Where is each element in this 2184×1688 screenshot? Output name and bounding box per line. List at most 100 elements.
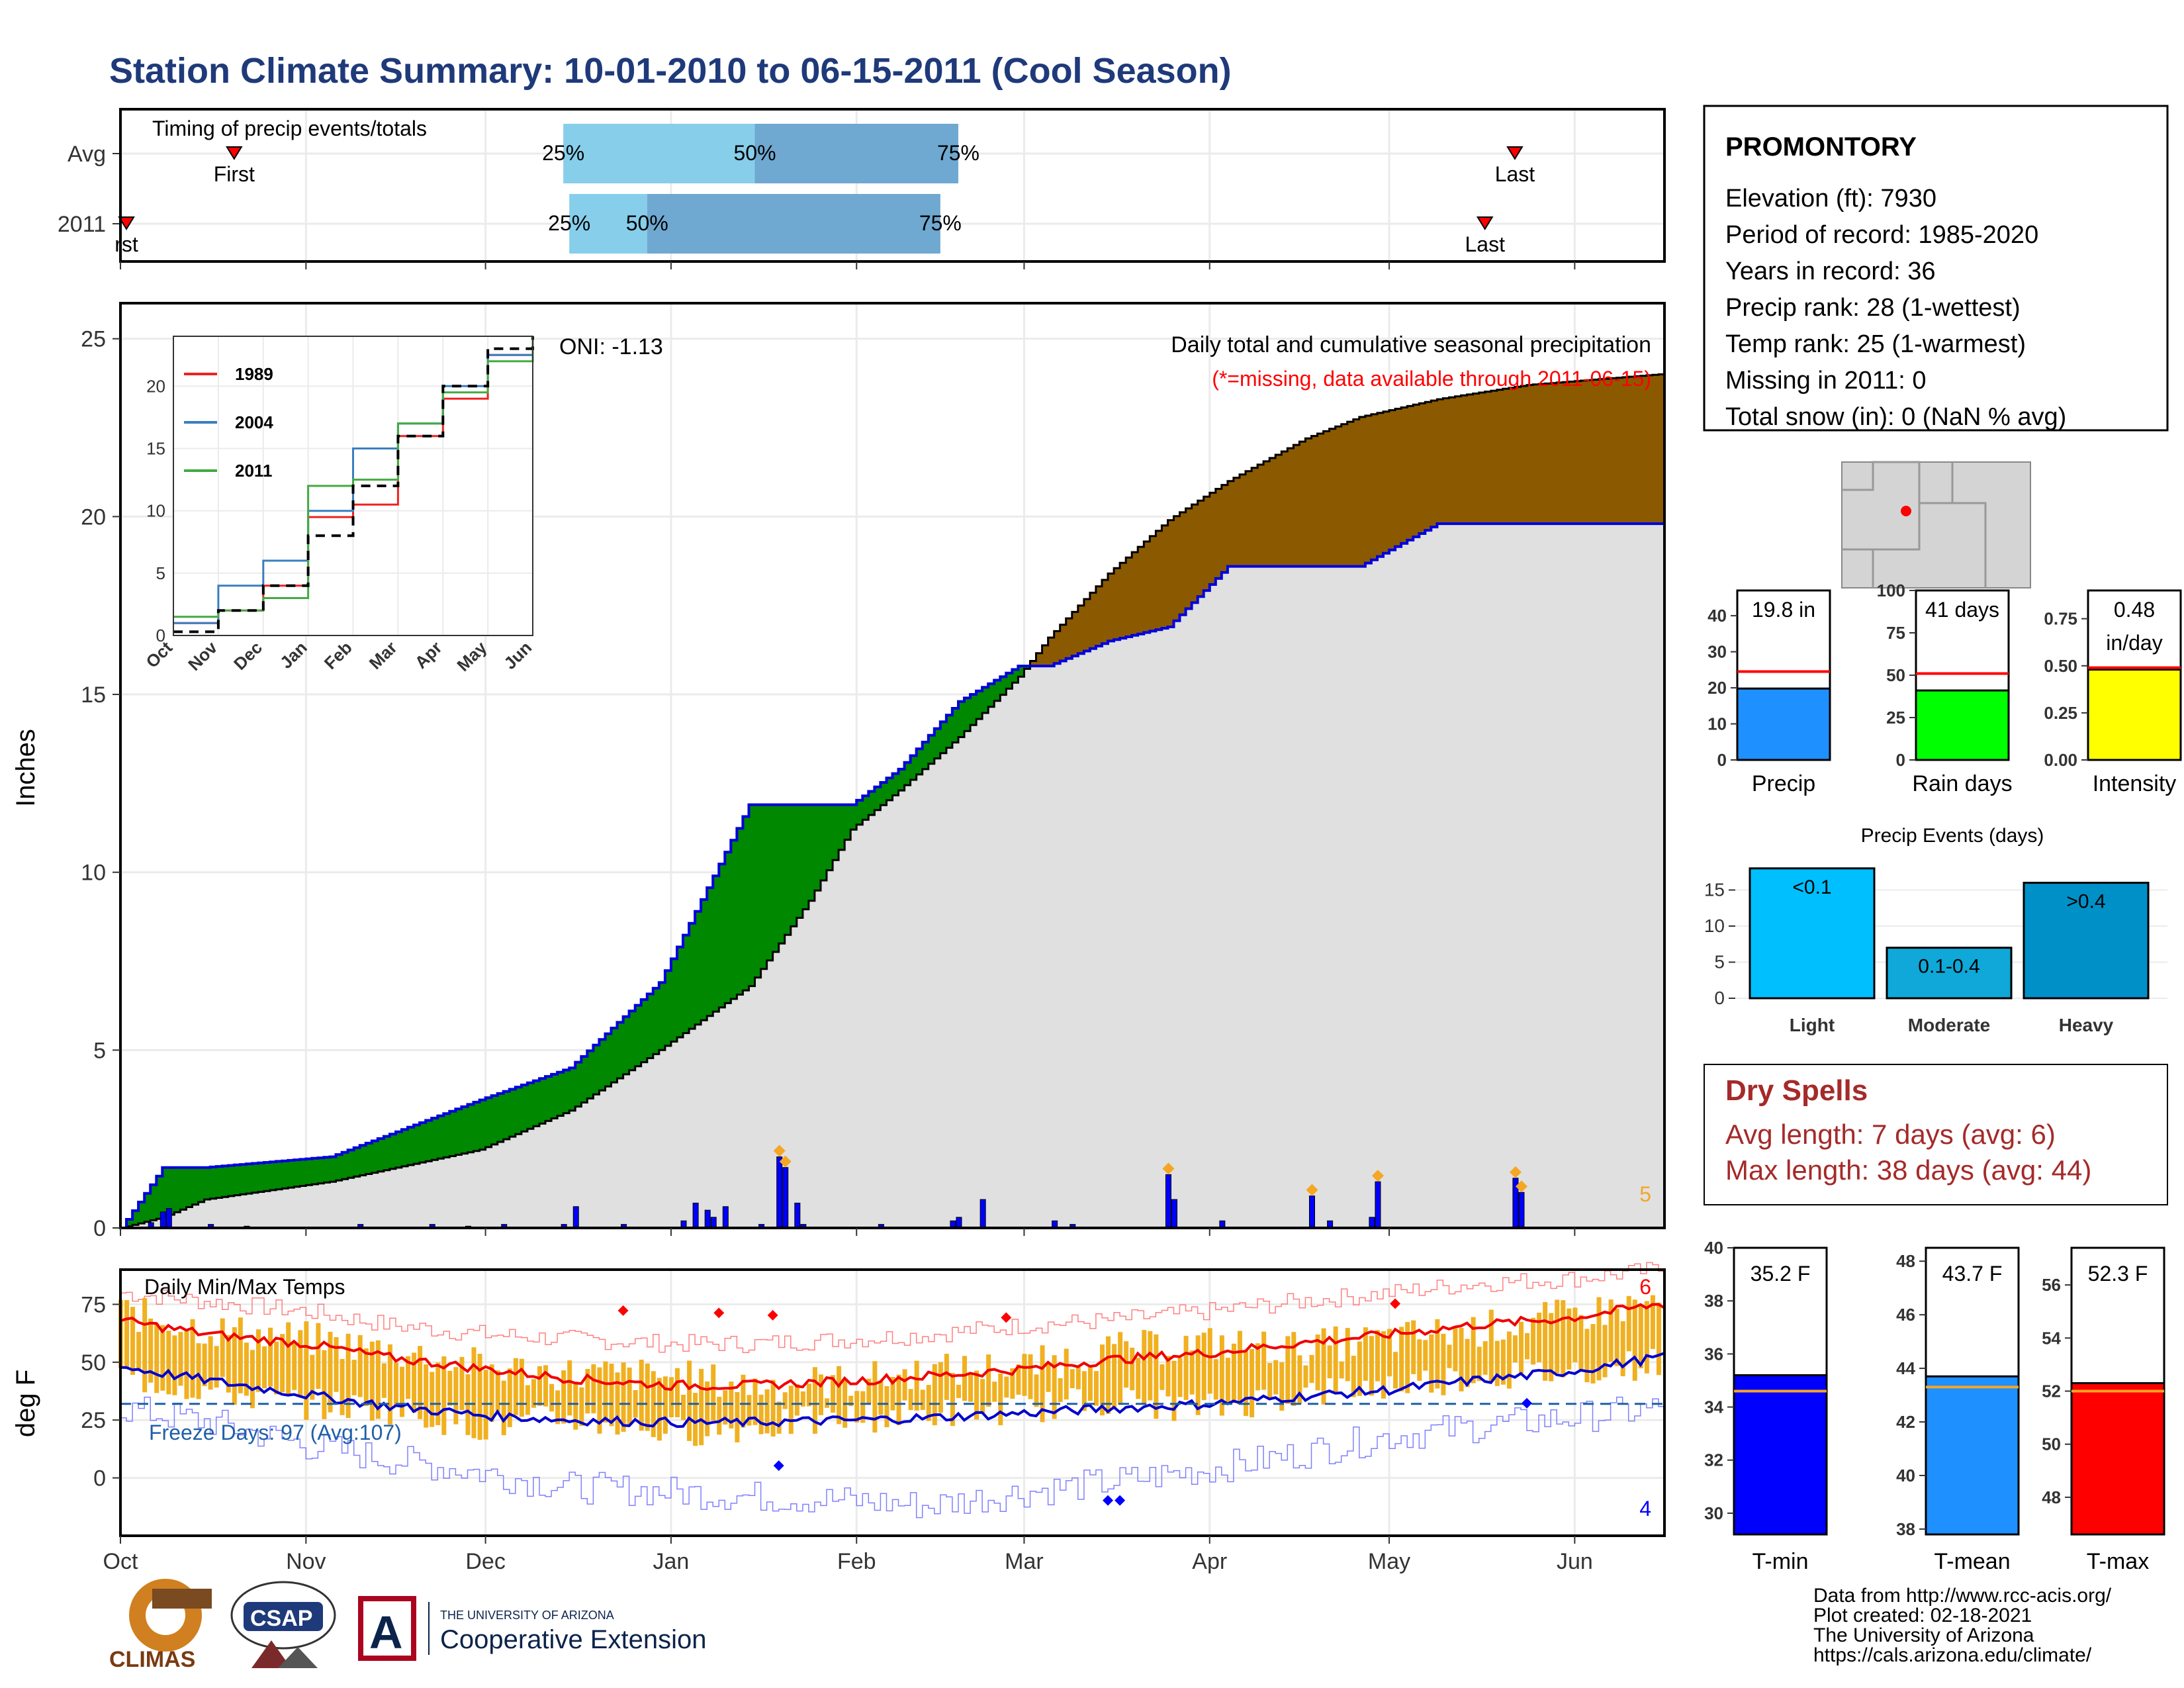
year-cumulative-line xyxy=(120,522,1664,1229)
daily-temp-range-bar xyxy=(693,1393,698,1446)
daily-temp-range-bar xyxy=(1142,1330,1147,1405)
precip-event-bar-label: 0.1-0.4 xyxy=(1918,956,1979,978)
mini-bar-tick-label: 75 xyxy=(1886,623,1905,643)
temp-bar-name: T-max xyxy=(2087,1549,2149,1574)
month-tick-label: Feb xyxy=(837,1549,876,1574)
daily-temp-range-bar xyxy=(860,1391,866,1423)
inset-y-tick-label: 5 xyxy=(156,563,165,583)
daily-temp-range-bar xyxy=(489,1364,494,1422)
temp-y-axis-label: deg F xyxy=(11,1370,40,1437)
daily-temp-range-bar xyxy=(1555,1299,1560,1374)
temp-bar-tick-label: 50 xyxy=(2042,1434,2061,1454)
daily-temp-range-bar xyxy=(723,1390,728,1425)
heavy-precip-marker xyxy=(1515,1180,1527,1193)
footer-line: Plot created: 02-18-2021 xyxy=(1813,1605,2032,1626)
daily-temp-range-bar xyxy=(1447,1344,1452,1368)
inset-y-tick-label: 15 xyxy=(146,439,165,459)
mini-bar-unit-label: in/day xyxy=(2106,631,2162,655)
temp-bar-tick-label: 52 xyxy=(2042,1382,2061,1401)
daily-precip-bar xyxy=(956,1217,962,1229)
daily-temp-range-bar xyxy=(597,1367,602,1434)
daily-precip-bar xyxy=(722,1206,729,1229)
precip-event-bar xyxy=(1886,947,2013,1000)
daily-temp-range-bar xyxy=(1225,1358,1230,1403)
daily-temp-range-bar xyxy=(208,1336,213,1390)
timing-last-marker xyxy=(1506,146,1524,160)
temp-bar-tick-label: 48 xyxy=(2042,1487,2061,1507)
daily-temp-range-bar xyxy=(136,1332,142,1370)
daily-temp-range-bar xyxy=(424,1364,429,1428)
oni-label: ONI: -1.13 xyxy=(559,334,663,359)
station-info-line: Temp rank: 25 (1-warmest) xyxy=(1725,330,2026,358)
daily-temp-range-bar xyxy=(255,1329,261,1392)
daily-temp-range-bar xyxy=(1081,1371,1087,1411)
daily-precip-bar xyxy=(710,1217,717,1229)
daily-temp-range-bar xyxy=(154,1323,159,1393)
daily-temp-range-bar xyxy=(447,1370,453,1406)
daily-temp-range-bar xyxy=(573,1382,578,1430)
daily-temp-range-bar xyxy=(1650,1295,1655,1349)
daily-temp-range-bar xyxy=(471,1347,477,1438)
precip-annotation-1: Daily total and cumulative seasonal prec… xyxy=(1171,332,1651,357)
daily-temp-range-bar xyxy=(340,1358,345,1415)
daily-temp-range-bar xyxy=(992,1382,997,1402)
daily-temp-range-bar xyxy=(1309,1354,1314,1383)
record-low-marker xyxy=(1522,1397,1533,1409)
station-info-line: Elevation (ft): 7930 xyxy=(1725,185,1936,212)
daily-temp-range-bar xyxy=(1525,1333,1530,1360)
daily-temp-range-bar xyxy=(477,1354,482,1440)
daily-temp-range-bar xyxy=(968,1374,974,1402)
daily-temp-range-bar xyxy=(238,1317,243,1393)
mini-bar-tick-label: 20 xyxy=(1707,678,1727,698)
inset-legend-label: 1989 xyxy=(235,364,273,384)
daily-temp-range-bar xyxy=(1500,1339,1506,1385)
timing-p25-label: 25% xyxy=(548,211,590,235)
daily-temp-range-bar xyxy=(1608,1299,1614,1362)
daily-temp-range-bar xyxy=(938,1362,943,1413)
daily-temp-range-bar xyxy=(1363,1327,1368,1381)
daily-temp-range-bar xyxy=(202,1343,207,1386)
mini-bar-value xyxy=(1736,687,1831,761)
station-location-marker xyxy=(1901,506,1911,516)
dry-spells-avg: Avg length: 7 days (avg: 6) xyxy=(1725,1119,2056,1150)
daily-temp-range-bar xyxy=(674,1368,680,1418)
daily-temp-range-bar xyxy=(525,1385,530,1415)
daily-temp-range-bar xyxy=(944,1354,949,1400)
daily-temp-range-bar xyxy=(1273,1360,1279,1395)
daily-temp-range-bar xyxy=(531,1379,536,1408)
temp-bar-name: T-mean xyxy=(1934,1549,2010,1574)
precip-event-category: Light xyxy=(1790,1015,1835,1035)
daily-temp-range-bar xyxy=(1656,1302,1661,1376)
precip-event-bar-label: >0.4 xyxy=(2066,891,2105,913)
daily-temp-range-bar xyxy=(711,1364,716,1421)
daily-temp-range-bar xyxy=(495,1370,500,1413)
temp-avg-max-line xyxy=(120,1303,1666,1391)
temp-avg-min-line xyxy=(120,1352,1665,1429)
events-tick-label: 0 xyxy=(1714,988,1725,1008)
daily-temp-range-bar xyxy=(1052,1355,1057,1419)
ua-logo-small: THE UNIVERSITY OF ARIZONA xyxy=(440,1609,614,1622)
daily-temp-range-bar xyxy=(1357,1341,1362,1396)
daily-temp-range-bar xyxy=(633,1389,638,1418)
daily-temp-range-bar xyxy=(1351,1356,1356,1397)
daily-temp-range-bar xyxy=(764,1389,770,1434)
daily-temp-range-bar xyxy=(1118,1332,1123,1405)
ua-a-icon: A xyxy=(369,1607,403,1658)
daily-temp-range-bar xyxy=(561,1370,567,1424)
temp-plot-border xyxy=(119,1268,1666,1537)
record-low-marker xyxy=(773,1460,784,1472)
precip-event-bar xyxy=(2023,882,2150,1000)
daily-temp-range-bar xyxy=(1567,1308,1572,1370)
footer-line: The University of Arizona xyxy=(1813,1624,2034,1646)
daily-temp-range-bar xyxy=(459,1356,465,1411)
daily-temp-range-bar xyxy=(369,1341,375,1421)
daily-temp-range-bar xyxy=(1297,1355,1302,1404)
mini-bar-value-label: 19.8 in xyxy=(1752,598,1815,622)
temp-bar-tick-label: 54 xyxy=(2042,1328,2061,1348)
mini-bar-tick-label: 25 xyxy=(1886,708,1905,727)
precip-y-tick-label: 5 xyxy=(93,1038,106,1063)
dry-spells-title: Dry Spells xyxy=(1725,1074,1868,1107)
record-high-marker xyxy=(713,1307,725,1319)
daily-precip-bar xyxy=(159,1211,166,1229)
climas-logo: CLIMAS xyxy=(109,1579,212,1672)
